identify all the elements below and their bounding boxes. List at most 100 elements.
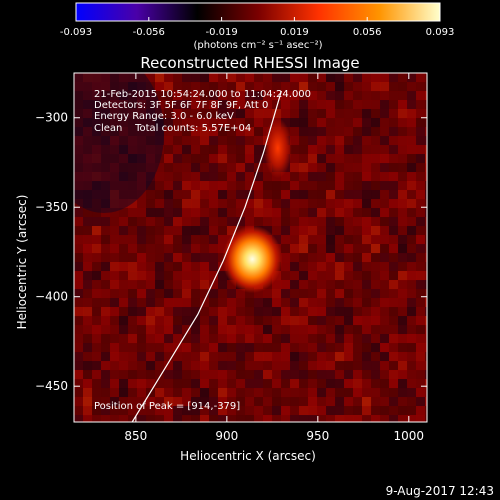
heatmap-cell bbox=[398, 397, 408, 407]
heatmap-cell bbox=[236, 397, 246, 407]
heatmap-cell bbox=[137, 262, 147, 272]
heatmap-cell bbox=[92, 289, 102, 299]
heatmap-cell bbox=[344, 190, 354, 200]
heatmap-cell bbox=[326, 244, 336, 254]
heatmap-cell bbox=[380, 397, 390, 407]
heatmap-cell bbox=[425, 109, 427, 119]
heatmap-cell bbox=[254, 199, 264, 209]
heatmap-cell bbox=[110, 253, 120, 263]
heatmap-cell bbox=[317, 397, 327, 407]
heatmap-cell bbox=[380, 181, 390, 191]
heatmap-cell bbox=[371, 145, 381, 155]
heatmap-cell bbox=[299, 82, 309, 92]
heatmap-cell bbox=[254, 217, 264, 227]
heatmap-cell bbox=[245, 136, 255, 146]
heatmap-cell bbox=[101, 316, 111, 326]
heatmap-cell bbox=[101, 226, 111, 236]
heatmap-cell bbox=[191, 253, 201, 263]
heatmap-cell bbox=[236, 352, 246, 362]
heatmap-cell bbox=[407, 217, 417, 227]
heatmap-cell bbox=[119, 253, 129, 263]
heatmap-cell bbox=[128, 253, 138, 263]
heatmap-cell bbox=[344, 217, 354, 227]
heatmap-cell bbox=[407, 73, 417, 83]
heatmap-cell bbox=[335, 82, 345, 92]
heatmap-cell bbox=[380, 100, 390, 110]
heatmap-cell bbox=[182, 325, 192, 335]
heatmap-cell bbox=[407, 406, 417, 416]
heatmap-cell bbox=[272, 208, 282, 218]
heatmap-cell bbox=[281, 82, 291, 92]
colorbar-tick-label: -0.019 bbox=[205, 27, 237, 38]
heatmap-cell bbox=[371, 316, 381, 326]
heatmap-cell bbox=[335, 136, 345, 146]
heatmap-cell bbox=[389, 325, 399, 335]
heatmap-cell bbox=[290, 316, 300, 326]
heatmap-cell bbox=[155, 163, 165, 173]
heatmap-cell bbox=[92, 235, 102, 245]
heatmap-cell bbox=[200, 262, 210, 272]
heatmap-cell bbox=[299, 226, 309, 236]
annotation-detectors: Detectors: 3F 5F 6F 7F 8F 9F, Att 0 bbox=[94, 100, 268, 111]
heatmap-cell bbox=[317, 91, 327, 101]
heatmap-cell bbox=[137, 415, 147, 422]
heatmap-cell bbox=[362, 163, 372, 173]
heatmap-cell bbox=[110, 226, 120, 236]
heatmap-dark-region bbox=[74, 73, 164, 213]
heatmap-cell bbox=[407, 145, 417, 155]
heatmap-cell bbox=[209, 199, 219, 209]
heatmap-cell bbox=[173, 298, 183, 308]
heatmap-cell bbox=[137, 307, 147, 317]
heatmap-cell bbox=[200, 244, 210, 254]
heatmap-cell bbox=[389, 91, 399, 101]
heatmap-cell bbox=[389, 100, 399, 110]
heatmap-cell bbox=[389, 406, 399, 416]
heatmap-cell bbox=[371, 226, 381, 236]
heatmap-cell bbox=[119, 217, 129, 227]
heatmap-cell bbox=[299, 334, 309, 344]
heatmap-cell bbox=[308, 325, 318, 335]
heatmap-cell bbox=[326, 388, 336, 398]
heatmap-cell bbox=[371, 154, 381, 164]
heatmap-cell bbox=[371, 208, 381, 218]
heatmap-cell bbox=[425, 190, 427, 200]
heatmap-cell bbox=[119, 244, 129, 254]
heatmap-cell bbox=[119, 352, 129, 362]
annotation-peak-position: Position of Peak = [914,-379] bbox=[94, 401, 240, 412]
heatmap-cell bbox=[182, 73, 192, 83]
heatmap-cell bbox=[137, 406, 147, 416]
heatmap-cell bbox=[155, 244, 165, 254]
heatmap-cell bbox=[425, 370, 427, 380]
heatmap-cell bbox=[164, 82, 174, 92]
heatmap-cell bbox=[272, 334, 282, 344]
heatmap-cell bbox=[200, 91, 210, 101]
heatmap-cell bbox=[299, 235, 309, 245]
heatmap-cell bbox=[389, 235, 399, 245]
heatmap-cell bbox=[218, 82, 228, 92]
heatmap-cell bbox=[209, 325, 219, 335]
heatmap-cell bbox=[281, 379, 291, 389]
heatmap-cell bbox=[380, 361, 390, 371]
heatmap-cell bbox=[290, 199, 300, 209]
heatmap-cell bbox=[416, 118, 426, 128]
heatmap-cell bbox=[308, 289, 318, 299]
heatmap-cell bbox=[290, 298, 300, 308]
heatmap-cell bbox=[407, 271, 417, 281]
heatmap-cell bbox=[128, 316, 138, 326]
heatmap-cell bbox=[146, 190, 156, 200]
heatmap-cell bbox=[335, 388, 345, 398]
heatmap-cell bbox=[119, 235, 129, 245]
heatmap-cell bbox=[74, 397, 84, 407]
heatmap-cell bbox=[380, 253, 390, 263]
heatmap-cell bbox=[146, 271, 156, 281]
heatmap-cell bbox=[272, 226, 282, 236]
heatmap-cell bbox=[299, 325, 309, 335]
heatmap-cell bbox=[200, 343, 210, 353]
heatmap-cell bbox=[236, 406, 246, 416]
heatmap-cell bbox=[146, 181, 156, 191]
heatmap-cell bbox=[137, 226, 147, 236]
heatmap-cell bbox=[110, 379, 120, 389]
heatmap-cell bbox=[110, 289, 120, 299]
heatmap-cell bbox=[407, 163, 417, 173]
heatmap-cell bbox=[371, 352, 381, 362]
